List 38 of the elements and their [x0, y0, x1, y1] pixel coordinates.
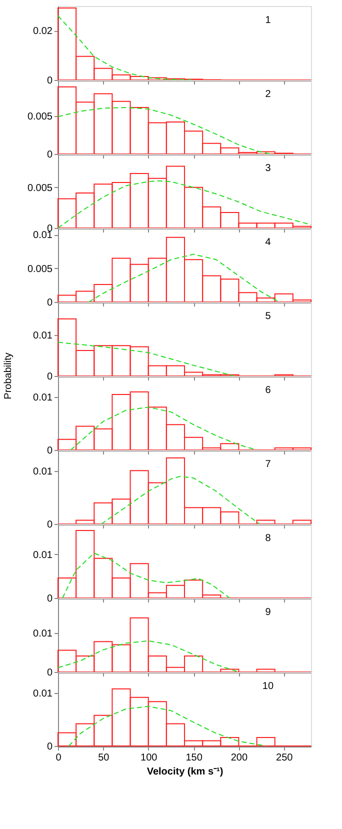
y-tick-label: 0 — [46, 668, 53, 678]
y-tick-label: 0 — [46, 76, 53, 86]
y-tick-label: 0.01 — [33, 628, 53, 640]
x-tick-label: 200 — [230, 752, 248, 764]
x-tick-label: 0 — [56, 752, 62, 764]
y-tick-label: 0 — [46, 446, 53, 456]
y-tick-label: 0.01 — [33, 466, 53, 478]
annotation: 9 — [265, 607, 272, 618]
annotation: 5 — [265, 311, 272, 322]
annotation: 10 — [262, 681, 274, 692]
y-tick-label: 0.02 — [33, 26, 53, 38]
y-tick-label: 0.01 — [33, 230, 53, 242]
y-tick-label: 0 — [46, 594, 53, 604]
y-tick-label: 0.01 — [33, 688, 53, 700]
y-tick-label: 0.01 — [33, 330, 53, 342]
annotation: 8 — [265, 533, 272, 544]
annotation: 6 — [265, 385, 272, 396]
y-tick-label: 0.005 — [27, 111, 53, 122]
y-tick-label: 0.01 — [33, 392, 53, 404]
annotation: 7 — [265, 459, 272, 470]
y-tick-label: 0 — [46, 520, 53, 530]
y-tick-label: 0 — [46, 372, 53, 382]
y-tick-label: 0 — [46, 742, 53, 752]
x-tick-label: 250 — [276, 752, 294, 764]
x-tick-label: 50 — [98, 752, 110, 764]
annotation: 2 — [265, 89, 272, 100]
y-tick-label: 0.005 — [27, 264, 53, 275]
x-axis-title: Velocity (km s⁻¹) — [146, 766, 224, 778]
y-axis-title: Probability — [3, 352, 14, 400]
x-tick-label: 150 — [186, 752, 203, 764]
x-tick-label: 100 — [140, 752, 158, 764]
annotation: 3 — [265, 163, 272, 174]
annotation: 4 — [265, 237, 272, 248]
y-tick-label: 0 — [46, 298, 53, 308]
y-tick-label: 0.01 — [33, 550, 53, 561]
annotation: 1 — [265, 15, 272, 26]
y-tick-label: 0 — [46, 150, 53, 160]
y-tick-label: 0.005 — [27, 182, 53, 194]
